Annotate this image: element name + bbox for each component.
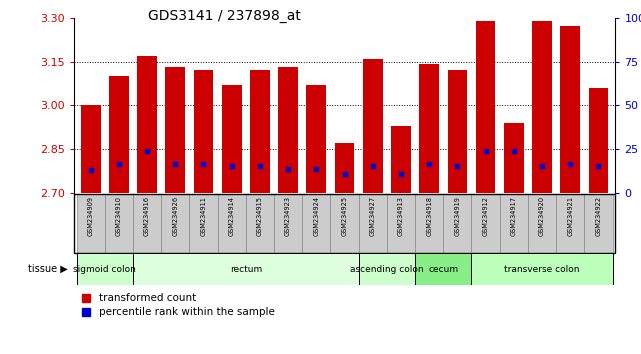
Bar	[504, 123, 524, 193]
Bar	[217, 194, 246, 253]
Bar	[532, 21, 552, 193]
Text: tissue ▶: tissue ▶	[28, 264, 68, 274]
Bar	[302, 194, 330, 253]
Text: cecum: cecum	[428, 264, 458, 274]
Text: GSM234920: GSM234920	[539, 196, 545, 236]
Text: ascending colon: ascending colon	[350, 264, 424, 274]
Text: GSM234922: GSM234922	[595, 196, 601, 236]
Text: GSM234926: GSM234926	[172, 196, 178, 236]
Bar	[447, 70, 467, 193]
Legend: transformed count, percentile rank within the sample: transformed count, percentile rank withi…	[79, 290, 278, 321]
Bar	[556, 194, 585, 253]
Text: rectum: rectum	[229, 264, 262, 274]
Text: GSM234914: GSM234914	[229, 196, 235, 236]
Bar	[588, 88, 608, 193]
Text: GSM234910: GSM234910	[116, 196, 122, 236]
Text: GSM234925: GSM234925	[342, 196, 347, 236]
Text: GSM234913: GSM234913	[398, 196, 404, 236]
Bar	[560, 27, 580, 193]
Bar	[444, 194, 472, 253]
Bar	[194, 70, 213, 193]
Bar	[359, 194, 387, 253]
Bar	[415, 253, 472, 285]
Bar	[585, 194, 613, 253]
Bar	[76, 194, 104, 253]
Bar	[476, 21, 495, 193]
Bar	[335, 143, 354, 193]
Text: GSM234927: GSM234927	[370, 196, 376, 236]
Bar	[387, 194, 415, 253]
Bar	[222, 85, 242, 193]
Bar	[104, 194, 133, 253]
Bar	[274, 194, 302, 253]
Bar	[133, 253, 359, 285]
Bar	[415, 194, 444, 253]
Bar	[472, 253, 613, 285]
Text: GSM234921: GSM234921	[567, 196, 573, 236]
Bar	[472, 194, 500, 253]
Bar	[250, 70, 270, 193]
Bar	[109, 76, 129, 193]
Bar	[133, 194, 161, 253]
Bar	[278, 67, 298, 193]
Text: GSM234923: GSM234923	[285, 196, 291, 236]
Bar	[500, 194, 528, 253]
Text: GSM234912: GSM234912	[483, 196, 488, 236]
Bar	[161, 194, 189, 253]
Bar	[246, 194, 274, 253]
Text: GSM234917: GSM234917	[511, 196, 517, 236]
Bar	[137, 56, 157, 193]
Bar	[306, 85, 326, 193]
Bar	[419, 64, 439, 193]
Text: GSM234924: GSM234924	[313, 196, 319, 236]
Text: transverse colon: transverse colon	[504, 264, 579, 274]
Text: GSM234916: GSM234916	[144, 196, 150, 236]
Bar	[189, 194, 217, 253]
Bar	[81, 105, 101, 193]
Text: GSM234911: GSM234911	[201, 196, 206, 236]
Bar	[359, 253, 415, 285]
Bar	[165, 67, 185, 193]
Text: GSM234918: GSM234918	[426, 196, 432, 236]
Text: GSM234919: GSM234919	[454, 196, 460, 236]
Text: sigmoid colon: sigmoid colon	[73, 264, 136, 274]
Bar	[363, 58, 383, 193]
Text: GDS3141 / 237898_at: GDS3141 / 237898_at	[148, 9, 301, 23]
Bar	[76, 253, 133, 285]
Bar	[330, 194, 359, 253]
Bar	[391, 126, 411, 193]
Bar	[528, 194, 556, 253]
Text: GSM234915: GSM234915	[257, 196, 263, 236]
Text: GSM234909: GSM234909	[88, 196, 94, 236]
